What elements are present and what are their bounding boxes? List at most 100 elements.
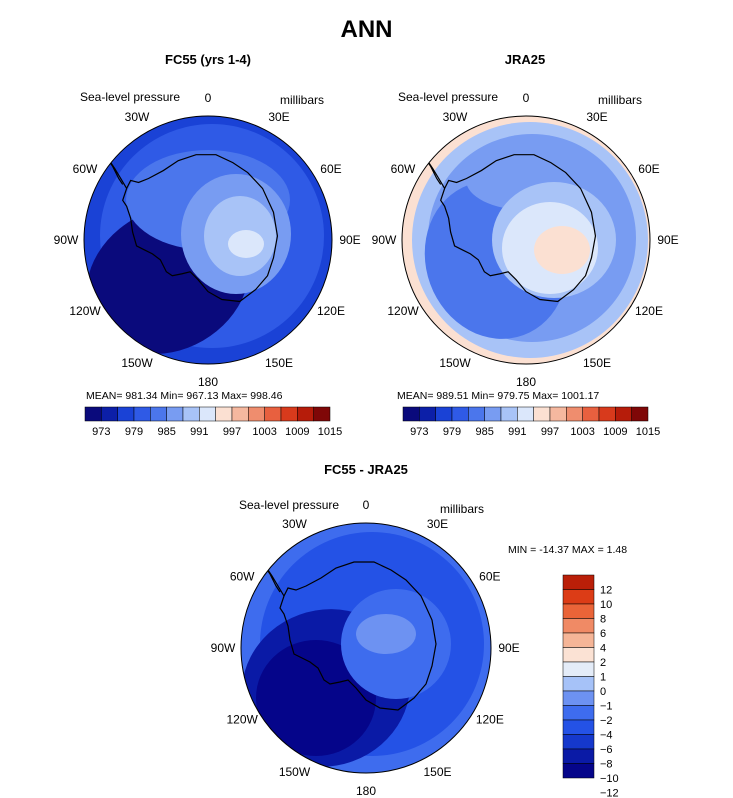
diff-colorbar-label: −1 xyxy=(600,701,613,713)
colorbar-label-fc55: 991 xyxy=(190,426,208,438)
diff-colorbar-swatch xyxy=(562,763,595,779)
diff-colorbar-label: −4 xyxy=(600,730,613,742)
diff-colorbar-label: 12 xyxy=(600,585,612,597)
lon-label-jra25: 90W xyxy=(372,233,397,247)
colorbar-swatch-fc55 xyxy=(166,406,184,422)
colorbar-swatch-fc55 xyxy=(84,406,102,422)
diff-colorbar-label: 2 xyxy=(600,657,606,669)
diff-colorbar-swatch xyxy=(562,589,595,605)
diff-colorbar-swatch xyxy=(562,748,595,764)
colorbar-label-jra25: 973 xyxy=(410,426,428,438)
colorbar-label-jra25: 1015 xyxy=(636,426,660,438)
colorbar-label-jra25: 1003 xyxy=(570,426,594,438)
stats-fc55: MEAN= 981.34 Min= 967.13 Max= 998.46 xyxy=(86,390,283,402)
diff-colorbar-swatch xyxy=(562,647,595,663)
diff-colorbar-label: 0 xyxy=(600,686,606,698)
diff-colorbar-label: −2 xyxy=(600,715,613,727)
contour-fill-fc55 xyxy=(84,116,332,364)
antarctica-coastline xyxy=(279,561,437,711)
lon-label-jra25: 120W xyxy=(387,304,419,318)
units-label-jra25: millibars xyxy=(598,93,643,107)
colorbar-label-fc55: 1015 xyxy=(318,426,342,438)
map-border xyxy=(83,115,333,365)
colorbar-swatch-jra25 xyxy=(484,406,502,422)
colorbar-swatch-fc55 xyxy=(215,406,233,422)
colorbar-swatch-fc55 xyxy=(313,406,331,422)
units-label-fc55: millibars xyxy=(280,93,325,107)
lon-label-jra25: 120E xyxy=(635,304,663,318)
lon-label-jra25: 30W xyxy=(443,110,468,124)
diff-colorbar-swatch xyxy=(562,719,595,735)
lon-label-fc55: 120W xyxy=(69,304,101,318)
lon-label-fc55: 90E xyxy=(339,233,360,247)
colorbar-swatch-fc55 xyxy=(264,406,282,422)
lon-label-jra25: 90E xyxy=(657,233,678,247)
lon-label-fc55: 150E xyxy=(265,356,293,370)
lon-label-jra25: 180 xyxy=(516,375,536,389)
diff-colorbar-swatch xyxy=(562,574,595,590)
contour-band xyxy=(228,230,264,258)
polar-map-fc55 xyxy=(83,115,333,365)
lon-label-jra25: 60E xyxy=(638,162,659,176)
diff-colorbar-swatch xyxy=(562,603,595,619)
lon-label-fc55: 180 xyxy=(198,375,218,389)
colorbar-label-jra25: 997 xyxy=(541,426,559,438)
lon-label-fc55: 30E xyxy=(268,110,289,124)
lon-label-fc55: 60W xyxy=(73,162,98,176)
colorbar-label-fc55: 997 xyxy=(223,426,241,438)
lon-label-fc55: 60E xyxy=(320,162,341,176)
contour-fill-diff xyxy=(241,523,491,773)
lon-label-diff: 90E xyxy=(498,641,519,655)
lon-label-diff: 150W xyxy=(279,765,311,779)
diff-colorbar-label: 8 xyxy=(600,614,606,626)
colorbar-label-jra25: 991 xyxy=(508,426,526,438)
diff-colorbar-swatch xyxy=(562,734,595,750)
colorbar-swatch-jra25 xyxy=(402,406,420,422)
diff-colorbar-label: −6 xyxy=(600,744,613,756)
main-title: ANN xyxy=(340,16,393,43)
lon-label-jra25: 30E xyxy=(586,110,607,124)
lon-label-diff: 180 xyxy=(356,784,376,798)
colorbar-swatch-jra25 xyxy=(615,406,632,422)
colorbar-swatch-jra25 xyxy=(419,406,436,422)
diff-colorbar-swatch xyxy=(562,618,595,634)
map-border xyxy=(401,115,651,365)
colorbar-swatch-jra25 xyxy=(582,406,600,422)
colorbar-swatch-jra25 xyxy=(435,406,453,422)
lon-label-fc55: 120E xyxy=(317,304,345,318)
variable-label-fc55: Sea-level pressure xyxy=(80,90,181,104)
lon-label-diff: 30E xyxy=(427,517,448,531)
lon-label-jra25: 60W xyxy=(391,162,416,176)
units-label-diff: millibars xyxy=(440,502,485,516)
colorbar-label-jra25: 1009 xyxy=(603,426,627,438)
lon-label-fc55: 30W xyxy=(125,110,150,124)
lon-label-fc55: 0 xyxy=(205,91,212,105)
diff-colorbar-label: 10 xyxy=(600,599,612,611)
colorbar-label-fc55: 985 xyxy=(157,426,175,438)
colorbar-swatch-jra25 xyxy=(631,406,649,422)
lon-label-jra25: 0 xyxy=(523,91,530,105)
contour-fill-jra25 xyxy=(402,116,650,364)
diff-colorbar-swatch xyxy=(562,690,595,706)
colorbar-swatch-jra25 xyxy=(598,406,616,422)
colorbar-label-fc55: 1003 xyxy=(252,426,276,438)
lon-label-diff: 90W xyxy=(211,641,236,655)
diff-colorbar-label: 4 xyxy=(600,643,606,655)
colorbar-label-fc55: 1009 xyxy=(285,426,309,438)
lon-label-fc55: 150W xyxy=(121,356,153,370)
colorbar-swatch-fc55 xyxy=(231,406,249,422)
colorbar-label-jra25: 979 xyxy=(443,426,461,438)
colorbar-swatch-fc55 xyxy=(297,406,314,422)
lon-label-diff: 30W xyxy=(282,517,307,531)
colorbar-swatch-jra25 xyxy=(517,406,534,422)
colorbar-label-fc55: 979 xyxy=(125,426,143,438)
lon-label-jra25: 150W xyxy=(439,356,471,370)
colorbar-swatch-fc55 xyxy=(133,406,151,422)
antarctica-coastline xyxy=(122,154,279,303)
polar-map-diff xyxy=(240,522,492,774)
colorbar-swatch-jra25 xyxy=(549,406,567,422)
stats-diff: MIN = -14.37 MAX = 1.48 xyxy=(508,544,628,556)
colorbar-swatch-jra25 xyxy=(468,406,485,422)
diff-colorbar-swatch xyxy=(562,661,595,677)
